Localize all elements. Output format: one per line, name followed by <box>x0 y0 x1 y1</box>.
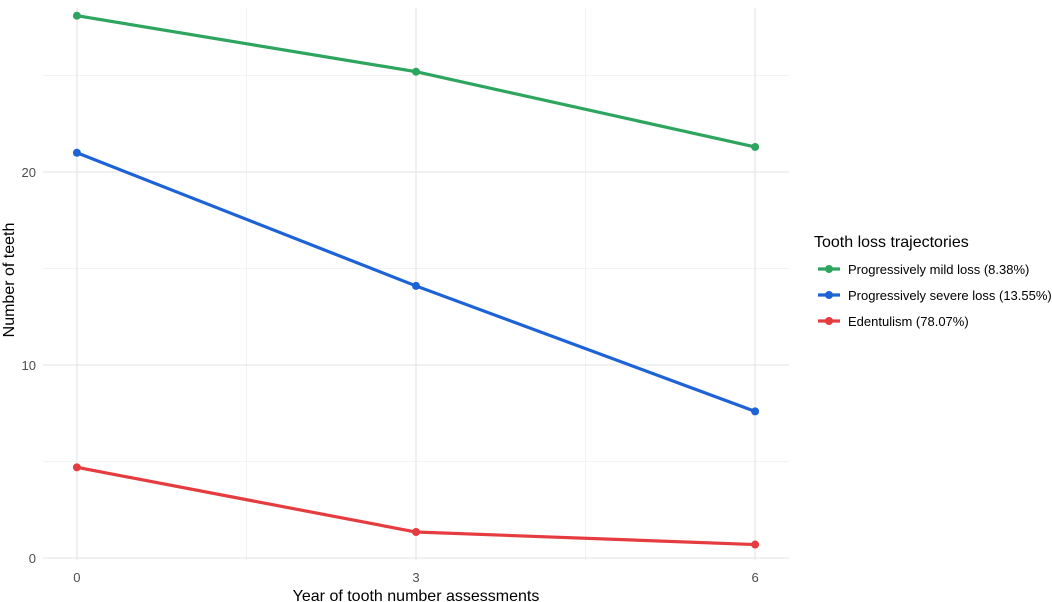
y-axis-ticks: 0 10 20 <box>22 165 36 566</box>
legend-key-point <box>825 291 833 299</box>
data-point <box>412 67 420 76</box>
legend-item: Edentulism (78.07%) <box>818 314 969 329</box>
data-point <box>72 148 81 157</box>
legend-items: Progressively mild loss (8.38%) Progressi… <box>818 262 1052 329</box>
legend-label: Progressively mild loss (8.38%) <box>848 262 1029 277</box>
data-point <box>751 142 760 151</box>
legend-item: Progressively severe loss (13.55%) <box>818 288 1052 303</box>
y-tick-label: 20 <box>22 165 36 180</box>
y-tick-label: 10 <box>22 358 36 373</box>
legend-key-point <box>825 317 833 325</box>
series-layer <box>72 11 760 549</box>
legend: Tooth loss trajectories Progressively mi… <box>814 234 1052 329</box>
series-0 <box>72 11 760 151</box>
x-tick-label: 0 <box>73 570 80 585</box>
y-tick-label: 0 <box>29 551 36 566</box>
x-axis-ticks: 0 3 6 <box>73 570 758 585</box>
data-point <box>751 407 760 416</box>
data-point <box>72 463 81 472</box>
legend-key-point <box>825 265 833 273</box>
series-2 <box>72 463 760 549</box>
x-tick-label: 3 <box>412 570 419 585</box>
x-tick-label: 6 <box>751 570 758 585</box>
y-axis-title: Number of teeth <box>1 223 18 338</box>
legend-title: Tooth loss trajectories <box>814 234 969 251</box>
legend-label: Progressively severe loss (13.55%) <box>848 288 1052 303</box>
x-axis-title: Year of tooth number assessments <box>293 588 540 602</box>
data-point <box>72 11 81 20</box>
legend-label: Edentulism (78.07%) <box>848 314 969 329</box>
data-point <box>751 540 760 549</box>
data-point <box>412 281 420 290</box>
legend-item: Progressively mild loss (8.38%) <box>818 262 1029 277</box>
series-1 <box>72 148 760 416</box>
data-point <box>412 528 420 537</box>
